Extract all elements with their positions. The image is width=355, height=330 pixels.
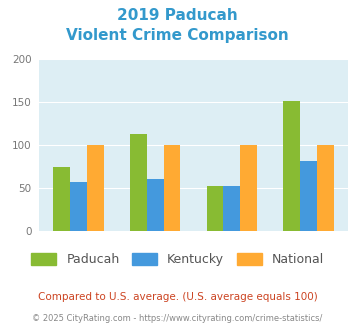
Bar: [147, 179, 164, 231]
Bar: [283, 101, 300, 231]
Bar: [223, 186, 240, 231]
Bar: [300, 161, 317, 231]
Bar: [130, 134, 147, 231]
Text: © 2025 CityRating.com - https://www.cityrating.com/crime-statistics/: © 2025 CityRating.com - https://www.city…: [32, 314, 323, 323]
Bar: [240, 145, 257, 231]
Bar: [207, 186, 223, 231]
Text: 2019 Paducah: 2019 Paducah: [117, 8, 238, 23]
Bar: [317, 145, 334, 231]
Text: Violent Crime Comparison: Violent Crime Comparison: [66, 28, 289, 43]
Legend: Paducah, Kentucky, National: Paducah, Kentucky, National: [31, 253, 324, 266]
Bar: [53, 167, 70, 231]
Bar: [87, 145, 104, 231]
Bar: [164, 145, 180, 231]
Bar: [70, 182, 87, 231]
Text: Compared to U.S. average. (U.S. average equals 100): Compared to U.S. average. (U.S. average …: [38, 292, 317, 302]
